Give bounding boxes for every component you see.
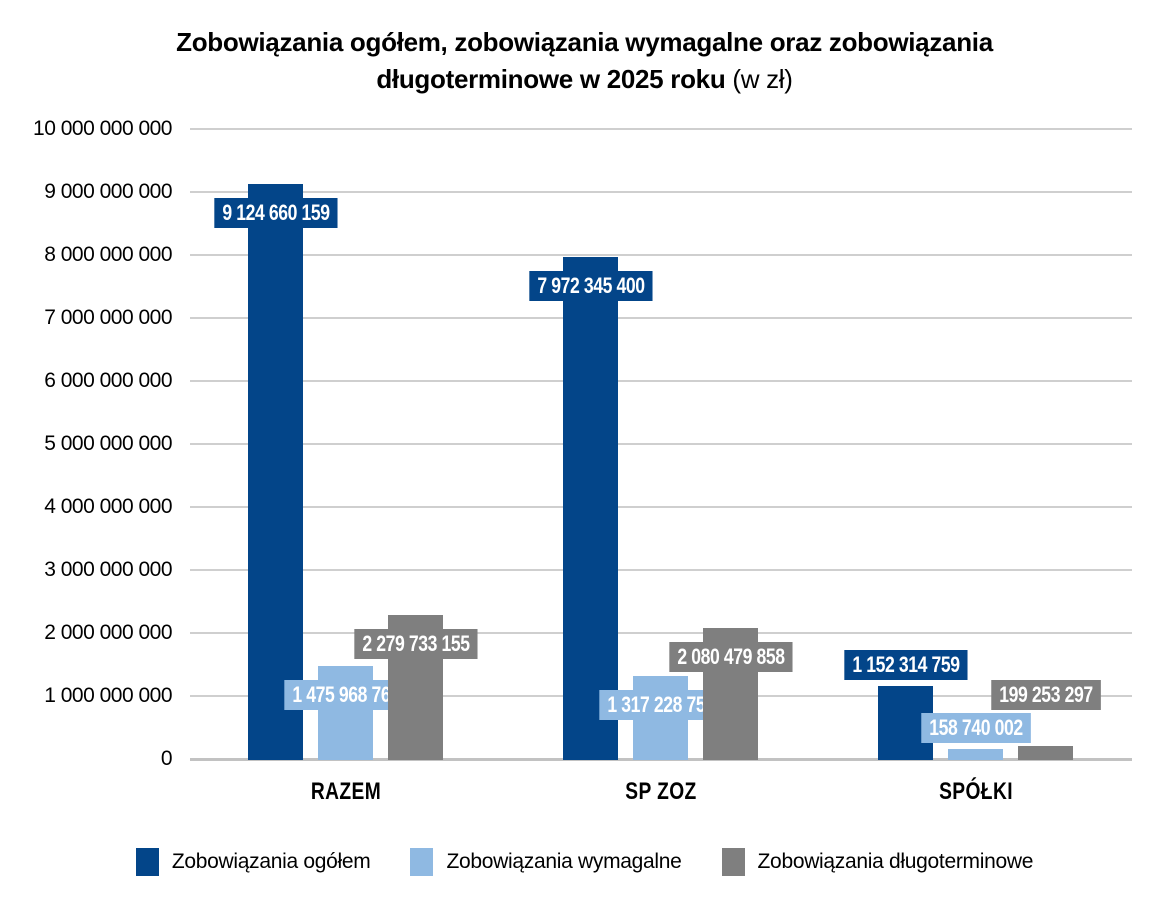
gridline <box>190 443 1132 445</box>
bar <box>1018 746 1073 760</box>
data-label: 7 972 345 400 <box>528 270 653 301</box>
y-axis-tick-label: 6 000 000 000 <box>44 369 172 392</box>
y-axis-tick-label: 1 000 000 000 <box>44 684 172 707</box>
gridline <box>190 317 1132 319</box>
chart-title-line-1: Zobowiązania ogółem, zobowiązania wymaga… <box>176 27 993 57</box>
x-axis-category-label: RAZEM <box>310 778 381 805</box>
gridline <box>190 128 1132 130</box>
y-axis-tick-label: 10 000 000 000 <box>33 117 172 140</box>
legend-item: Zobowiązania wymagalne <box>410 848 682 876</box>
gridline <box>190 632 1132 634</box>
y-axis-tick-label: 0 <box>160 747 173 770</box>
gridline <box>190 569 1132 571</box>
data-label: 2 279 733 155 <box>353 629 478 660</box>
chart-title: Zobowiązania ogółem, zobowiązania wymaga… <box>0 24 1169 98</box>
bar <box>248 184 303 760</box>
legend-swatch <box>410 848 434 876</box>
y-axis-tick-label: 8 000 000 000 <box>44 243 172 266</box>
legend: Zobowiązania ogółem Zobowiązania wymagaln… <box>0 848 1169 876</box>
bar <box>948 748 1003 760</box>
data-label: 2 080 479 858 <box>668 641 793 672</box>
y-axis-tick-label: 4 000 000 000 <box>44 495 172 518</box>
legend-swatch <box>135 848 159 876</box>
legend-item: Zobowiązania ogółem <box>135 848 371 876</box>
legend-label: Zobowiązania długoterminowe <box>757 850 1034 873</box>
gridline <box>190 506 1132 508</box>
legend-label: Zobowiązania wymagalne <box>446 850 682 873</box>
data-label: 1 152 314 759 <box>843 650 968 681</box>
legend-label: Zobowiązania ogółem <box>171 850 371 873</box>
data-label: 1 317 228 759 <box>598 690 723 720</box>
data-label: 158 740 002 <box>920 712 1031 743</box>
x-axis-category-label: SPÓŁKI <box>938 778 1013 805</box>
data-label: 9 124 660 159 <box>213 198 338 229</box>
x-axis-category-label: SP ZOZ <box>624 778 697 805</box>
gridline <box>190 254 1132 256</box>
legend-swatch <box>721 848 745 876</box>
y-axis-tick-label: 7 000 000 000 <box>44 306 172 329</box>
y-axis-tick-label: 5 000 000 000 <box>44 432 172 455</box>
gridline <box>190 191 1132 193</box>
bar <box>563 256 618 760</box>
legend-item: Zobowiązania długoterminowe <box>721 848 1034 876</box>
data-label: 199 253 297 <box>990 679 1101 710</box>
y-axis-tick-label: 9 000 000 000 <box>44 180 172 203</box>
chart-title-line-2: długoterminowe w 2025 roku <box>376 64 726 94</box>
y-axis-tick-label: 3 000 000 000 <box>44 558 172 581</box>
y-axis-tick-label: 2 000 000 000 <box>44 621 172 644</box>
gridline <box>190 380 1132 382</box>
data-label: 1 475 968 761 <box>283 680 408 710</box>
chart-title-unit: (w zł) <box>732 64 793 94</box>
